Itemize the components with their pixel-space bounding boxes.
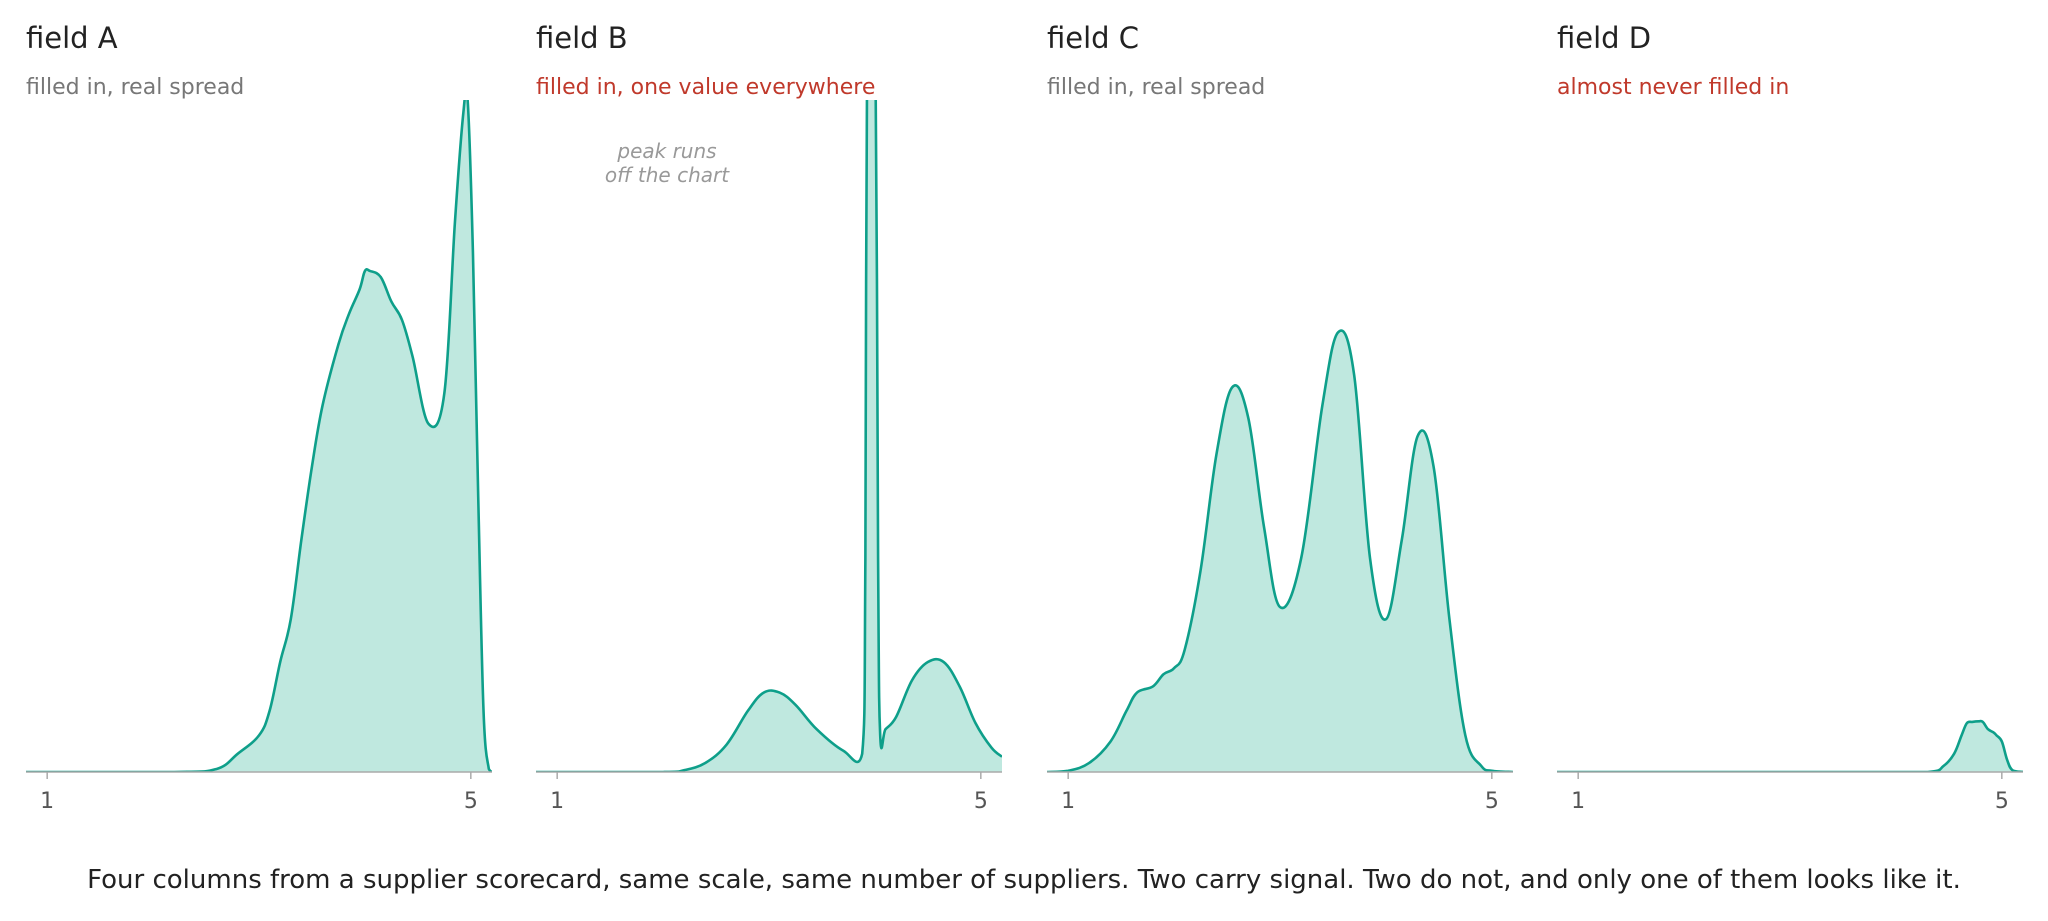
panel-title: field A	[26, 21, 118, 55]
panel-field-d: field D almost never filled in 1 5	[1557, 21, 2023, 814]
x-tick-label: 1	[1571, 789, 1585, 814]
density-area	[536, 100, 1002, 772]
x-tick-label: 5	[1995, 789, 2009, 814]
panel-subtitle: filled in, real spread	[1047, 75, 1265, 100]
panel-field-b: field B filled in, one value everywhere …	[536, 21, 1002, 814]
panel-field-c: field C filled in, real spread 1 5	[1047, 21, 1513, 814]
density-line	[1557, 719, 2023, 772]
density-area	[1557, 721, 2023, 772]
annotation-line-2: off the chart	[605, 163, 730, 187]
x-tick-label: 5	[464, 789, 478, 814]
panel-field-a: field A filled in, real spread 1 5	[26, 21, 492, 814]
density-area	[26, 100, 492, 772]
panel-title: field D	[1557, 21, 1651, 55]
density-line	[26, 100, 492, 772]
x-tick-label: 1	[1061, 789, 1075, 814]
annotation-line-1: peak runs	[616, 139, 716, 163]
x-tick-label: 5	[1485, 789, 1499, 814]
x-tick-label: 1	[550, 789, 564, 814]
panel-title: field B	[536, 21, 628, 55]
density-area	[1047, 330, 1513, 772]
figure-caption: Four columns from a supplier scorecard, …	[87, 865, 1961, 895]
panel-subtitle: filled in, real spread	[26, 75, 244, 100]
x-tick-label: 5	[974, 789, 988, 814]
density-line	[1047, 329, 1513, 772]
panel-subtitle: filled in, one value everywhere	[536, 75, 875, 100]
density-line	[536, 100, 1002, 772]
panel-title: field C	[1047, 21, 1139, 55]
x-tick-label: 1	[40, 789, 54, 814]
panel-subtitle: almost never filled in	[1557, 75, 1789, 100]
